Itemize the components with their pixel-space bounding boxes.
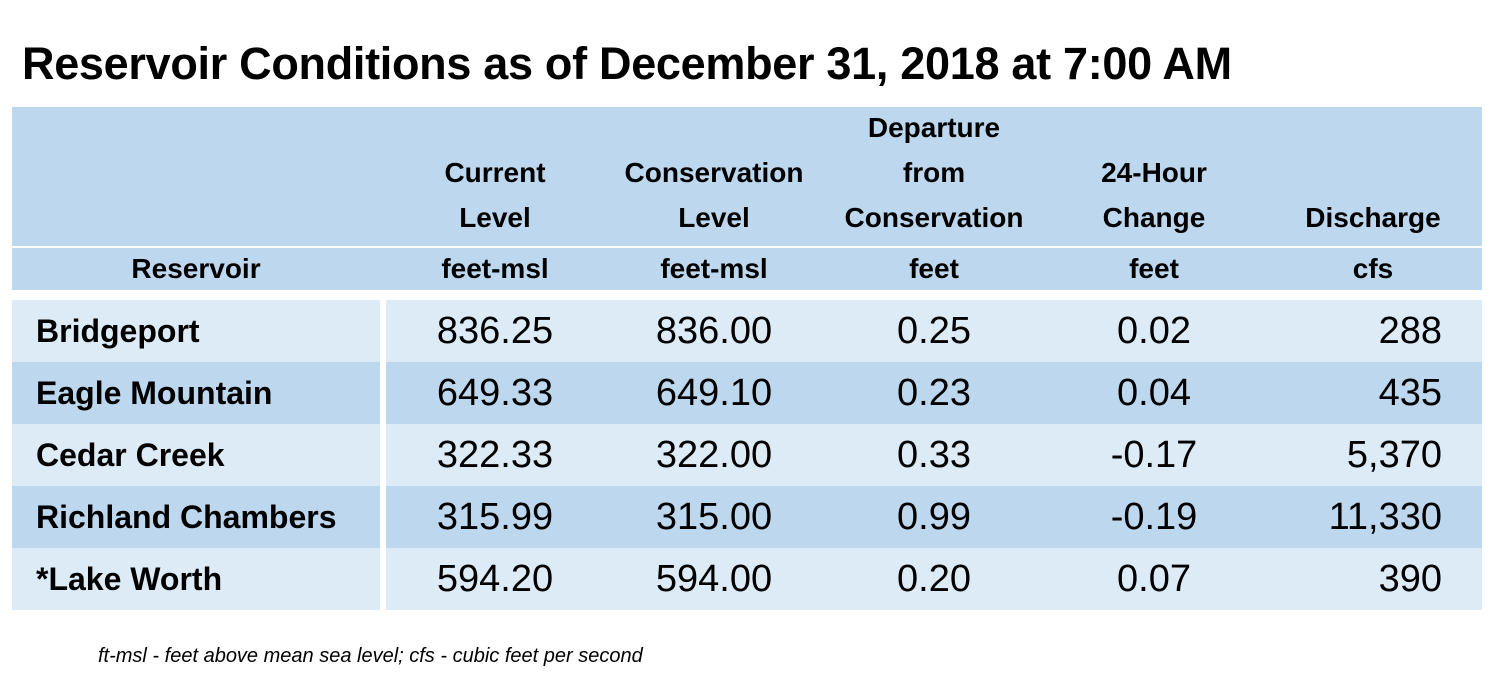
departure: 0.20 bbox=[824, 548, 1044, 610]
header-discharge-l1: Discharge bbox=[1305, 202, 1441, 233]
current-level: 649.33 bbox=[386, 362, 604, 424]
current-level: 836.25 bbox=[386, 300, 604, 362]
header-departure-l3: Conservation bbox=[844, 202, 1024, 233]
table-row: *Lake Worth 594.20 594.00 0.20 0.07 390 bbox=[12, 548, 1482, 610]
header-conservation-level-l2: Level bbox=[678, 202, 750, 233]
conservation-level: 315.00 bbox=[604, 486, 824, 548]
header-row: Current Level Conservation Level Departu… bbox=[12, 107, 1482, 246]
table-row: Cedar Creek 322.33 322.00 0.33 -0.17 5,3… bbox=[12, 424, 1482, 486]
reservoir-name: *Lake Worth bbox=[12, 548, 380, 610]
discharge: 288 bbox=[1264, 300, 1482, 362]
discharge: 11,330 bbox=[1264, 486, 1482, 548]
header-departure-l2: from bbox=[902, 157, 966, 188]
reservoir-name: Richland Chambers bbox=[12, 486, 380, 548]
discharge: 5,370 bbox=[1264, 424, 1482, 486]
header-current-level-l1: Current bbox=[444, 157, 546, 188]
header-conservation-level-l1: Conservation bbox=[624, 157, 804, 188]
unit-current-level: feet-msl bbox=[386, 248, 604, 290]
current-level: 315.99 bbox=[386, 486, 604, 548]
reservoir-name: Bridgeport bbox=[12, 300, 380, 362]
reservoir-name: Cedar Creek bbox=[12, 424, 380, 486]
unit-discharge: cfs bbox=[1264, 248, 1482, 290]
table-row: Bridgeport 836.25 836.00 0.25 0.02 288 bbox=[12, 300, 1482, 362]
departure: 0.25 bbox=[824, 300, 1044, 362]
header-reservoir-blank bbox=[12, 107, 380, 246]
reservoir-name: Eagle Mountain bbox=[12, 362, 380, 424]
page-title: Reservoir Conditions as of December 31, … bbox=[22, 38, 1232, 89]
change-24h: 0.07 bbox=[1044, 548, 1264, 610]
footnote: ft-msl - feet above mean sea level; cfs … bbox=[98, 645, 643, 667]
conservation-level: 836.00 bbox=[604, 300, 824, 362]
change-24h: 0.02 bbox=[1044, 300, 1264, 362]
header-24hour-change-l1: 24-Hour bbox=[1101, 157, 1207, 188]
header-current-level: Current Level bbox=[386, 107, 604, 246]
discharge: 390 bbox=[1264, 548, 1482, 610]
current-level: 594.20 bbox=[386, 548, 604, 610]
departure: 0.99 bbox=[824, 486, 1044, 548]
reservoir-table: Current Level Conservation Level Departu… bbox=[12, 107, 1482, 610]
change-24h: -0.17 bbox=[1044, 424, 1264, 486]
units-row: Reservoir feet-msl feet-msl feet feet cf… bbox=[12, 246, 1482, 290]
departure: 0.23 bbox=[824, 362, 1044, 424]
unit-conservation-level: feet-msl bbox=[604, 248, 824, 290]
header-current-level-l2: Level bbox=[459, 202, 531, 233]
header-reservoir: Reservoir bbox=[12, 248, 380, 290]
conservation-level: 322.00 bbox=[604, 424, 824, 486]
change-24h: -0.19 bbox=[1044, 486, 1264, 548]
conservation-level: 649.10 bbox=[604, 362, 824, 424]
header-24hour-change-l2: Change bbox=[1102, 202, 1206, 233]
unit-departure: feet bbox=[824, 248, 1044, 290]
header-departure: Departure from Conservation bbox=[824, 107, 1044, 246]
header-departure-l1: Departure bbox=[867, 112, 1001, 143]
conservation-level: 594.00 bbox=[604, 548, 824, 610]
header-discharge: Discharge bbox=[1264, 107, 1482, 246]
departure: 0.33 bbox=[824, 424, 1044, 486]
unit-24hour-change: feet bbox=[1044, 248, 1264, 290]
header-conservation-level: Conservation Level bbox=[604, 107, 824, 246]
current-level: 322.33 bbox=[386, 424, 604, 486]
discharge: 435 bbox=[1264, 362, 1482, 424]
table-row: Richland Chambers 315.99 315.00 0.99 -0.… bbox=[12, 486, 1482, 548]
table-row: Eagle Mountain 649.33 649.10 0.23 0.04 4… bbox=[12, 362, 1482, 424]
change-24h: 0.04 bbox=[1044, 362, 1264, 424]
header-24hour-change: 24-Hour Change bbox=[1044, 107, 1264, 246]
